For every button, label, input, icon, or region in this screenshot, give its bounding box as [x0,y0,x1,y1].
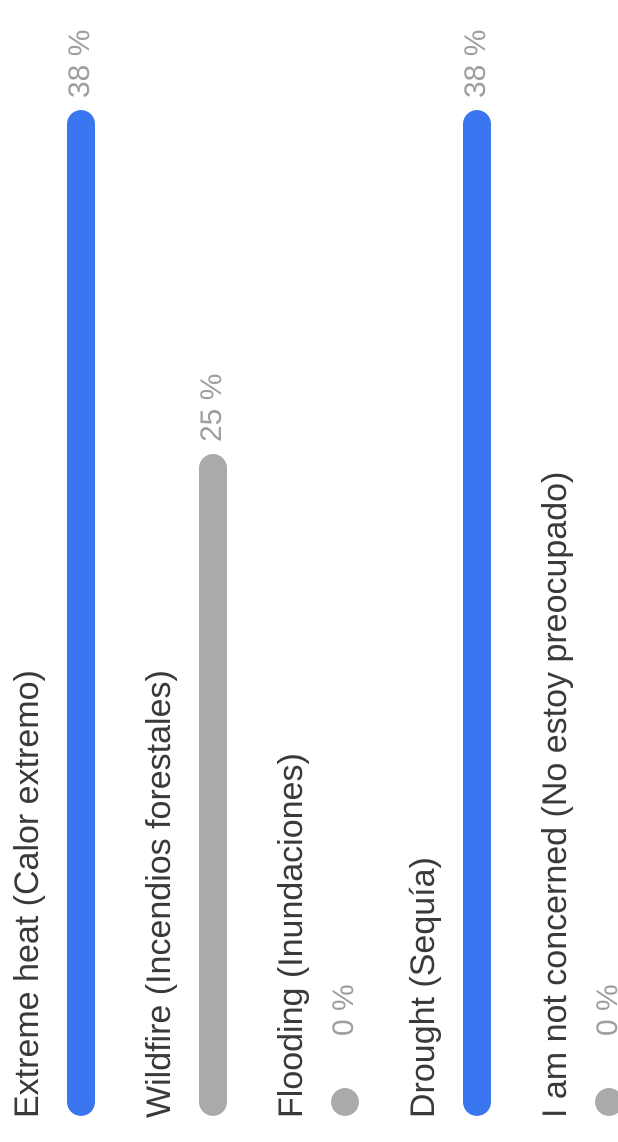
option-label: I am not concerned (No estoy preocupado) [536,471,574,1118]
percent-label: 38 % [459,29,492,98]
option-label: Flooding (Inundaciones) [272,753,310,1118]
percent-label: 0 % [327,984,360,1036]
result-bar [199,454,227,1116]
percent-label: 38 % [63,29,96,98]
option-label: Wildfire (Incendios forestales) [140,670,178,1118]
result-bar [331,1088,359,1116]
percent-label: 0 % [591,984,618,1036]
option-label: Drought (Sequía) [404,857,442,1118]
option-label: Extreme heat (Calor extremo) [8,670,46,1118]
result-bar [463,110,491,1116]
result-bar [67,110,95,1116]
result-bar [595,1088,618,1116]
percent-label: 25 % [195,373,228,443]
